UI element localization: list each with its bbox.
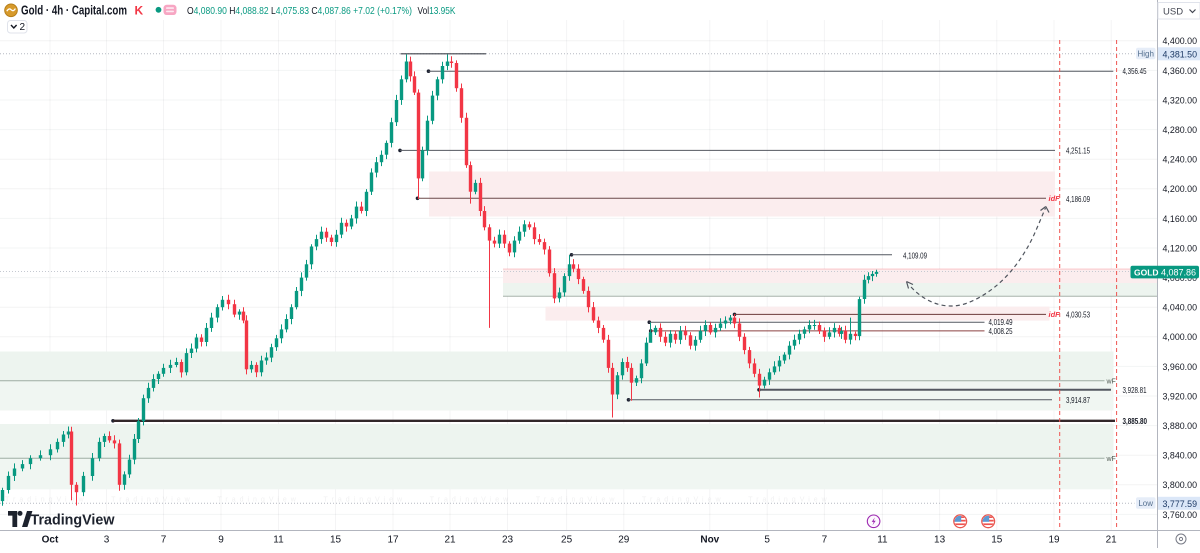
svg-text:3,800.00: 3,800.00: [1163, 480, 1198, 491]
svg-text:idF: idF: [1049, 194, 1061, 203]
svg-text:7: 7: [161, 535, 167, 546]
svg-text:4,080.00: 4,080.00: [1163, 273, 1198, 284]
svg-text:11: 11: [273, 535, 284, 546]
svg-text:4,320.00: 4,320.00: [1163, 95, 1198, 106]
svg-text:TradingView TradingView: TradingView TradingView TradingView Trad…: [5, 497, 831, 504]
svg-text:4,200.00: 4,200.00: [1163, 184, 1198, 195]
svg-text:GOLD: GOLD: [1134, 267, 1159, 277]
svg-text:29: 29: [618, 535, 630, 546]
svg-text:4,008.25: 4,008.25: [989, 327, 1013, 336]
svg-text:wF: wF: [1106, 378, 1116, 385]
svg-text:Vol13.95K: Vol13.95K: [418, 5, 456, 17]
svg-text:4,240.00: 4,240.00: [1163, 155, 1198, 166]
svg-text:19: 19: [1048, 535, 1060, 546]
svg-text:3,914.87: 3,914.87: [1066, 396, 1090, 405]
svg-text:3,880.00: 3,880.00: [1163, 421, 1198, 432]
svg-text:15: 15: [991, 535, 1003, 546]
svg-text:3,840.00: 3,840.00: [1163, 451, 1198, 462]
svg-text:15: 15: [330, 535, 342, 546]
svg-text:Low: Low: [1138, 499, 1153, 508]
svg-text:13: 13: [934, 535, 946, 546]
svg-text:4,000.00: 4,000.00: [1163, 332, 1198, 343]
svg-text:4,109.09: 4,109.09: [903, 251, 927, 260]
svg-text:4,030.53: 4,030.53: [1066, 310, 1090, 319]
svg-text:4,120.00: 4,120.00: [1163, 243, 1198, 254]
svg-text:wF: wF: [1106, 456, 1116, 463]
svg-text:4,360.00: 4,360.00: [1163, 66, 1198, 77]
svg-text:25: 25: [561, 535, 573, 546]
svg-text:23: 23: [502, 535, 514, 546]
svg-text:4,400.00: 4,400.00: [1163, 36, 1198, 47]
svg-text:3: 3: [104, 535, 110, 546]
svg-text:4,160.00: 4,160.00: [1163, 214, 1198, 225]
svg-text:5: 5: [764, 535, 770, 546]
svg-text:4,040.00: 4,040.00: [1163, 303, 1198, 314]
svg-text:USD: USD: [1163, 7, 1183, 18]
svg-text:2: 2: [20, 22, 26, 33]
svg-text:3,760.00: 3,760.00: [1163, 510, 1198, 521]
svg-text:4,019.49: 4,019.49: [989, 318, 1013, 327]
svg-text:3,960.00: 3,960.00: [1163, 362, 1198, 373]
svg-text:O4,080.90 H4,088.82 L4,075.83: O4,080.90 H4,088.82 L4,075.83 C4,087.86 …: [187, 5, 412, 17]
svg-text:4,280.00: 4,280.00: [1163, 125, 1198, 136]
svg-text:4,356.45: 4,356.45: [1123, 67, 1147, 76]
svg-text:idF: idF: [1049, 310, 1061, 319]
svg-text:21: 21: [444, 535, 456, 546]
svg-text:4,381.50: 4,381.50: [1163, 49, 1198, 60]
svg-text:High: High: [1137, 50, 1153, 59]
svg-text:3,885.80: 3,885.80: [1123, 417, 1148, 426]
svg-text:3,928.81: 3,928.81: [1123, 386, 1147, 395]
svg-text:4,087.86: 4,087.86: [1161, 267, 1196, 277]
svg-text:9: 9: [218, 535, 224, 546]
svg-text:3,920.00: 3,920.00: [1163, 391, 1198, 402]
svg-text:7: 7: [822, 535, 828, 546]
svg-text:4,251.15: 4,251.15: [1066, 146, 1090, 155]
svg-text:TradingView: TradingView: [31, 512, 115, 529]
svg-text:Oct: Oct: [42, 535, 59, 546]
svg-text:Gold · 4h · Capital.com: Gold · 4h · Capital.com: [21, 3, 127, 17]
svg-text:11: 11: [877, 535, 888, 546]
svg-text:K: K: [135, 4, 144, 18]
svg-text:Nov: Nov: [700, 535, 719, 546]
svg-text:3,777.59: 3,777.59: [1163, 499, 1198, 510]
svg-text:17: 17: [387, 535, 399, 546]
svg-text:4,186.09: 4,186.09: [1066, 195, 1090, 204]
svg-text:21: 21: [1106, 535, 1118, 546]
